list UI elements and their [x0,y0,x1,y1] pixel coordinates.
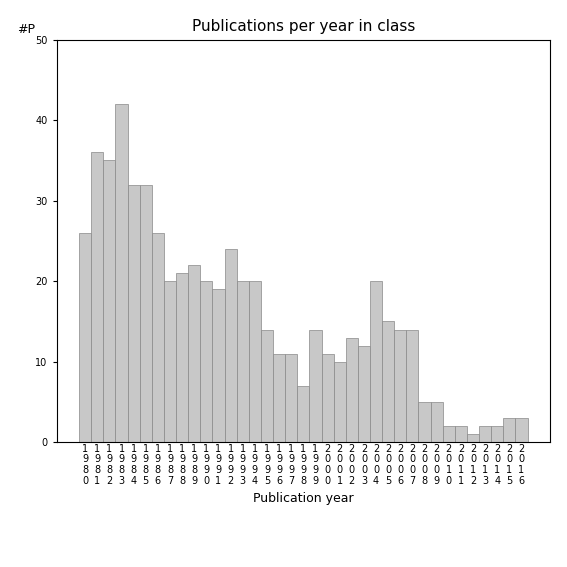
Bar [79,233,91,442]
Bar [273,354,285,442]
Bar [139,185,152,442]
Bar [261,329,273,442]
Bar [91,153,103,442]
Bar [370,281,382,442]
Bar [200,281,213,442]
Bar [152,233,164,442]
Text: #P: #P [17,23,35,36]
Bar [455,426,467,442]
Bar [407,329,418,442]
Bar [479,426,491,442]
Bar [418,402,430,442]
Bar [443,426,455,442]
Bar [310,329,321,442]
Bar [394,329,407,442]
Bar [382,321,394,442]
Bar [358,346,370,442]
Title: Publications per year in class: Publications per year in class [192,19,415,35]
Bar [249,281,261,442]
Bar [128,185,139,442]
Bar [103,160,116,442]
Bar [430,402,443,442]
Bar [285,354,297,442]
Bar [213,289,225,442]
Bar [236,281,249,442]
Bar [515,418,527,442]
Bar [116,104,128,442]
X-axis label: Publication year: Publication year [253,492,354,505]
Bar [491,426,503,442]
Bar [503,418,515,442]
Bar [164,281,176,442]
Bar [176,273,188,442]
Bar [297,386,310,442]
Bar [188,265,200,442]
Bar [333,362,346,442]
Bar [346,337,358,442]
Bar [321,354,333,442]
Bar [467,434,479,442]
Bar [225,249,236,442]
